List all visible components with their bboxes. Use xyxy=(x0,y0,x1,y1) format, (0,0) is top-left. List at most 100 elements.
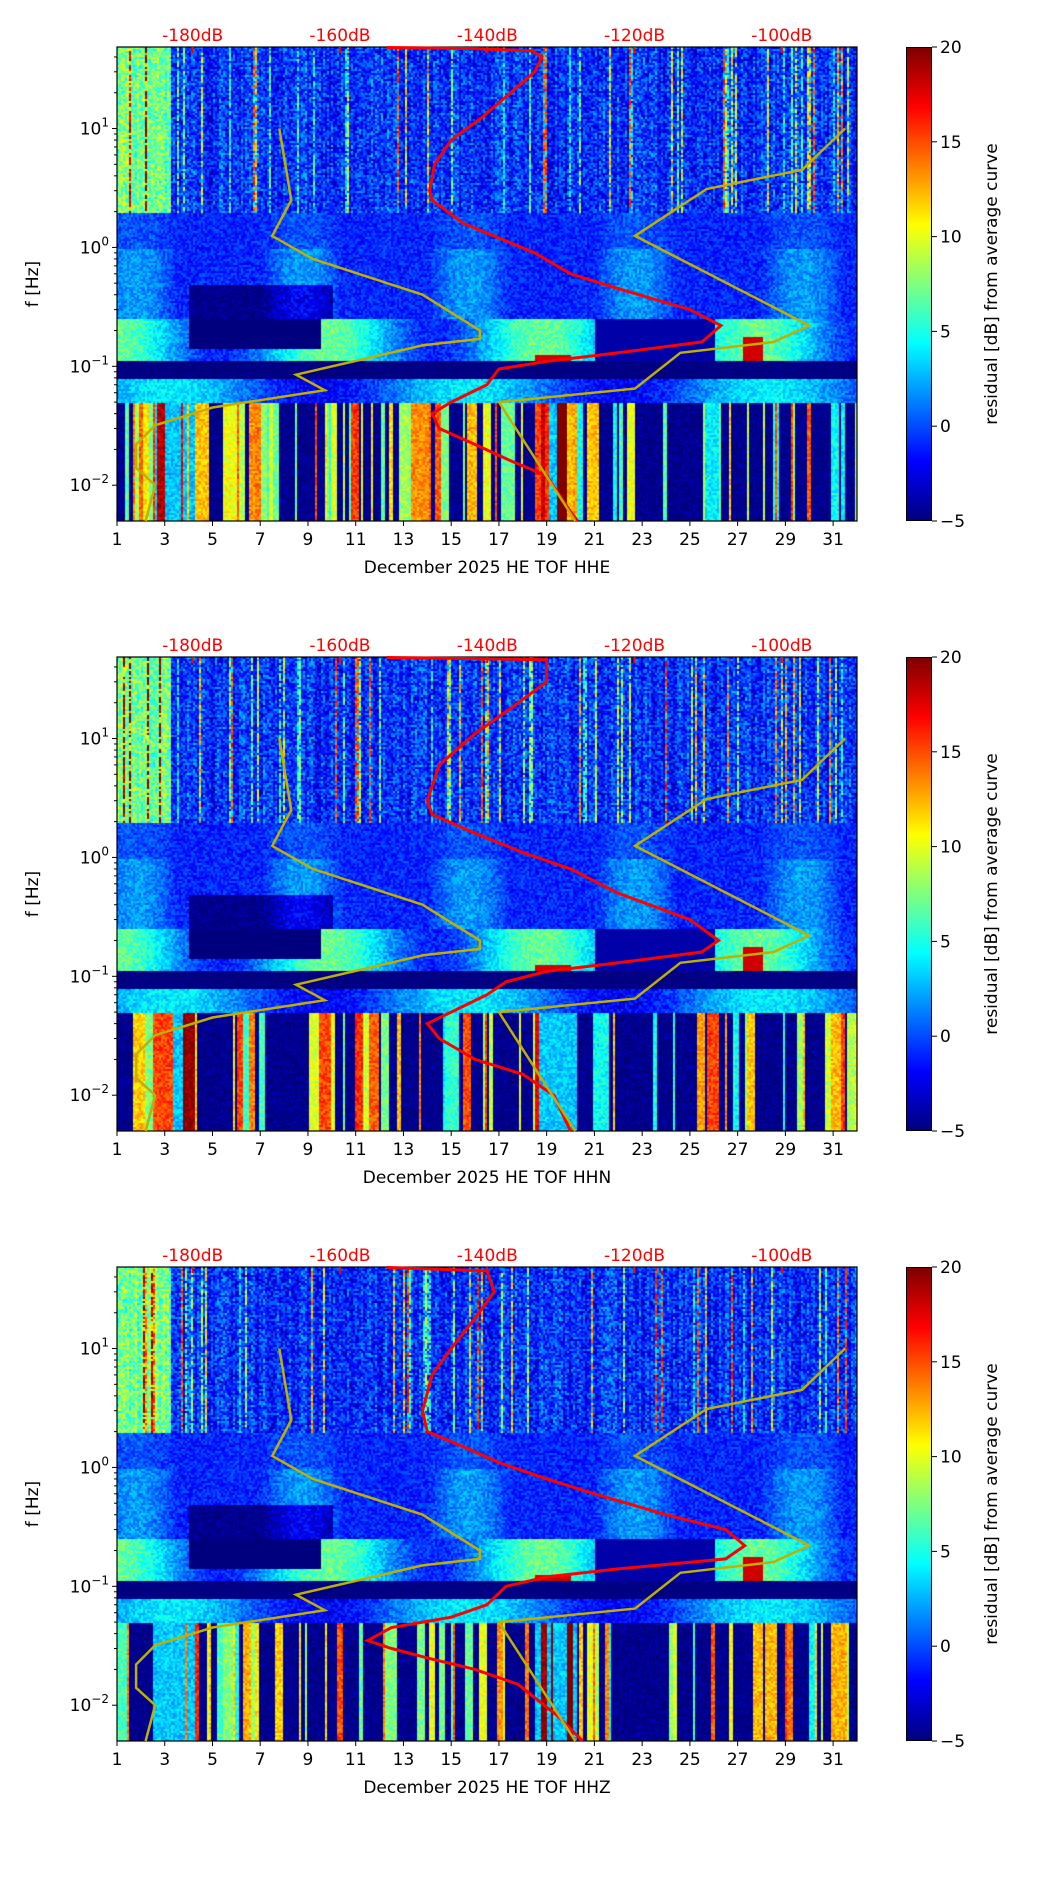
x-tick-label: 13 xyxy=(393,530,415,550)
x-tick-label: 9 xyxy=(303,1750,314,1770)
spectrogram-panel-1: 1 3 5 7 9 11 13 15 17 19 21 23 25 27 29 31 December 2025… xyxy=(0,26,1052,657)
x-tick-label: 1 xyxy=(112,530,123,550)
mean-psd-curve xyxy=(386,656,722,1132)
colorbar-tick-label: 10 xyxy=(940,228,962,248)
x-tick-label: 25 xyxy=(679,530,701,550)
x-tick-label: 7 xyxy=(255,1140,266,1160)
noise-model-curve-nlnm xyxy=(134,128,482,522)
colorbar-tick-label: 20 xyxy=(940,648,962,668)
x-tick-label: 19 xyxy=(536,1140,558,1160)
spectrogram-image xyxy=(117,47,857,521)
colorbar-tick-label: 5 xyxy=(940,1542,951,1562)
colorbar-tick-label: 15 xyxy=(940,133,962,153)
x-tick-label: 27 xyxy=(727,1750,749,1770)
plot-frame xyxy=(116,1266,858,1742)
colorbar-tick-label: 20 xyxy=(940,1258,962,1278)
colorbar-tick-label: 15 xyxy=(940,1353,962,1373)
x-tick-label: 21 xyxy=(584,530,606,550)
noise-model-curve-nlnm xyxy=(134,1348,482,1742)
colorbar-tick-label: 0 xyxy=(940,1637,951,1657)
x-tick-label: 21 xyxy=(584,1750,606,1770)
y-tick-label: 101 xyxy=(80,116,109,140)
x-tick-label: 1 xyxy=(112,1140,123,1160)
x-tick-label: 3 xyxy=(159,1140,170,1160)
colorbar-label: residual [dB] from average curve xyxy=(982,753,1002,1034)
colorbar-tick-label: 10 xyxy=(940,1448,962,1468)
top-db-tick-label: -100dB xyxy=(751,1246,812,1266)
top-db-tick-label: -180dB xyxy=(162,1246,223,1266)
colorbar-tick-label: 0 xyxy=(940,417,951,437)
y-tick-label: 100 xyxy=(80,234,109,258)
x-axis-label: December 2025 HE TOF HHZ xyxy=(363,1778,610,1798)
top-db-tick-label: -100dB xyxy=(751,636,812,656)
top-db-tick-label: -180dB xyxy=(162,636,223,656)
x-tick-label: 29 xyxy=(775,1140,797,1160)
spectrogram-image xyxy=(117,1267,857,1741)
x-tick-label: 25 xyxy=(679,1750,701,1770)
x-tick-label: 19 xyxy=(536,530,558,550)
mean-psd-curve xyxy=(386,46,724,522)
top-db-tick-label: -120dB xyxy=(604,636,665,656)
y-tick-label: 10−2 xyxy=(70,472,109,496)
x-axis-label: December 2025 HE TOF HHE xyxy=(364,558,610,578)
x-tick-label: 9 xyxy=(303,530,314,550)
x-tick-label: 21 xyxy=(584,1140,606,1160)
top-db-tick-label: -140dB xyxy=(457,1246,518,1266)
top-db-tick-label: -180dB xyxy=(162,26,223,46)
x-tick-label: 9 xyxy=(303,1140,314,1160)
noise-model-curve-nlnm xyxy=(134,738,482,1132)
top-db-tick-label: -160dB xyxy=(309,26,370,46)
y-axis-label: f [Hz] xyxy=(23,1481,43,1527)
y-tick-label: 10−2 xyxy=(70,1692,109,1716)
x-tick-label: 19 xyxy=(536,1750,558,1770)
colorbar-tick-label: −5 xyxy=(940,1122,965,1142)
y-tick-label: 10−1 xyxy=(70,1573,109,1597)
colorbar-tick-label: 5 xyxy=(940,932,951,952)
top-db-tick-label: -140dB xyxy=(457,636,518,656)
x-tick-label: 11 xyxy=(345,1140,367,1160)
x-tick-label: 3 xyxy=(159,530,170,550)
y-tick-label: 10−2 xyxy=(70,1082,109,1106)
colorbar xyxy=(906,47,932,521)
x-tick-label: 13 xyxy=(393,1750,415,1770)
colorbar xyxy=(906,657,932,1131)
x-tick-label: 11 xyxy=(345,1750,367,1770)
x-tick-label: 15 xyxy=(440,530,462,550)
colorbar-tick-label: 0 xyxy=(940,1027,951,1047)
y-axis-label: f [Hz] xyxy=(23,871,43,917)
spectrogram-image xyxy=(117,657,857,1131)
colorbar-tick-label: 20 xyxy=(940,38,962,58)
y-tick-label: 101 xyxy=(80,726,109,750)
x-tick-label: 25 xyxy=(679,1140,701,1160)
top-db-tick-label: -160dB xyxy=(309,1246,370,1266)
top-db-tick-label: -160dB xyxy=(309,636,370,656)
colorbar-label: residual [dB] from average curve xyxy=(982,1363,1002,1644)
x-tick-label: 5 xyxy=(207,1140,218,1160)
y-tick-label: 101 xyxy=(80,1336,109,1360)
colorbar xyxy=(906,1267,932,1741)
x-tick-label: 23 xyxy=(631,1140,653,1160)
x-tick-label: 27 xyxy=(727,1140,749,1160)
x-tick-label: 15 xyxy=(440,1750,462,1770)
x-tick-label: 7 xyxy=(255,1750,266,1770)
x-tick-label: 7 xyxy=(255,530,266,550)
mean-psd-curve xyxy=(363,1266,748,1743)
colorbar-tick-label: −5 xyxy=(940,1732,965,1752)
x-tick-label: 23 xyxy=(631,1750,653,1770)
x-tick-label: 5 xyxy=(207,530,218,550)
x-tick-label: 23 xyxy=(631,530,653,550)
x-tick-label: 17 xyxy=(488,1140,510,1160)
x-tick-label: 29 xyxy=(775,530,797,550)
y-tick-label: 10−1 xyxy=(70,963,109,987)
colorbar-tick-label: 5 xyxy=(940,322,951,342)
x-tick-label: 5 xyxy=(207,1750,218,1770)
x-axis-label: December 2025 HE TOF HHN xyxy=(363,1168,611,1188)
x-tick-label: 17 xyxy=(488,1750,510,1770)
x-tick-label: 1 xyxy=(112,1750,123,1770)
noise-model-curve-nhnm xyxy=(496,127,846,522)
x-tick-label: 31 xyxy=(822,1140,844,1160)
colorbar-tick-label: 15 xyxy=(940,743,962,763)
top-db-tick-label: -120dB xyxy=(604,26,665,46)
x-tick-label: 31 xyxy=(822,530,844,550)
